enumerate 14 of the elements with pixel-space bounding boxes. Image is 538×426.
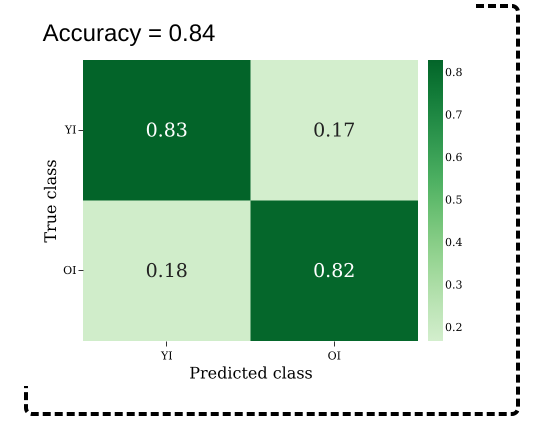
x-axis-title: Predicted class — [189, 364, 313, 382]
color-bar-label: 0.8 — [445, 66, 462, 79]
color-bar-label: 0.5 — [445, 194, 462, 206]
data-label: 0.18 — [146, 260, 188, 282]
data-label: 0.17 — [313, 119, 356, 142]
chart-title: Accuracy = 0.84 — [42, 20, 216, 47]
y-axis-title: True class — [41, 159, 60, 243]
data-label: 0.82 — [313, 260, 356, 282]
color-bar-label: 0.4 — [445, 236, 462, 250]
color-bar-label: 0.2 — [445, 321, 462, 334]
data-label: 0.83 — [146, 119, 188, 142]
color-bar-label: 0.3 — [445, 278, 462, 292]
color-bar-label: 0.7 — [445, 108, 462, 122]
color-bar-label: 0.6 — [445, 150, 462, 164]
